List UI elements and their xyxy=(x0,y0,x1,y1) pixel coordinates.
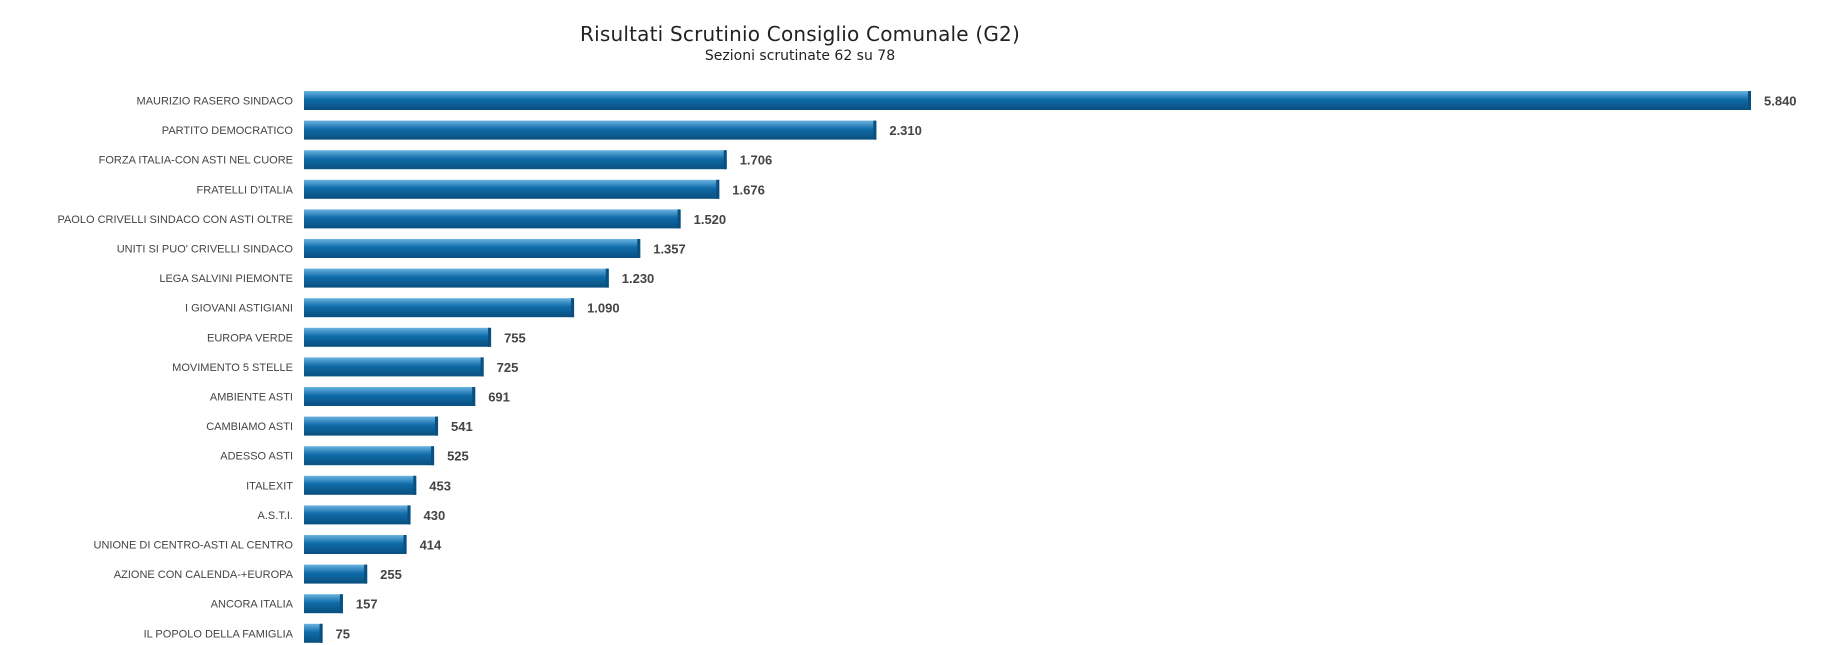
bar-edge xyxy=(571,298,575,318)
bars-layer: MAURIZIO RASERO SINDACO 5.840 PARTITO DEMO… xyxy=(57,91,1797,643)
category-label: I GIOVANI ASTIGIANI xyxy=(185,303,293,315)
bar xyxy=(304,357,484,377)
value-label: 725 xyxy=(497,360,519,375)
bar-edge xyxy=(677,209,681,229)
category-label: MOVIMENTO 5 STELLE xyxy=(172,362,293,374)
category-label: ADESSO ASTI xyxy=(220,451,293,463)
value-label: 157 xyxy=(356,597,378,612)
bar xyxy=(304,327,492,347)
value-label: 1.090 xyxy=(587,301,620,316)
value-label: 255 xyxy=(380,567,402,582)
bar-edge xyxy=(319,623,323,643)
bar xyxy=(304,91,1751,110)
value-label: 1.230 xyxy=(622,271,655,286)
bar xyxy=(304,594,343,614)
bar-edge xyxy=(605,268,609,288)
category-label: LEGA SALVINI PIEMONTE xyxy=(159,273,293,285)
chart-subtitle: Sezioni scrutinate 62 su 78 xyxy=(704,48,896,64)
value-label: 541 xyxy=(451,419,473,434)
value-label: 1.520 xyxy=(694,212,727,227)
value-label: 75 xyxy=(336,626,350,641)
category-label: CAMBIAMO ASTI xyxy=(206,421,293,433)
bar-edge xyxy=(413,475,417,495)
category-label: ANCORA ITALIA xyxy=(211,599,294,611)
bar-edge xyxy=(488,327,492,347)
bar xyxy=(304,564,368,584)
chart-title: Risultati Scrutinio Consiglio Comunale (… xyxy=(580,22,1020,46)
value-label: 525 xyxy=(447,449,469,464)
bar xyxy=(304,387,476,406)
value-label: 414 xyxy=(420,538,442,553)
value-label: 1.357 xyxy=(653,242,686,257)
bar-edge xyxy=(431,446,435,466)
value-label: 755 xyxy=(504,330,526,345)
value-label: 2.310 xyxy=(889,123,922,138)
bar xyxy=(304,416,439,436)
category-label: UNITI SI PUO' CRIVELLI SINDACO xyxy=(117,244,294,256)
bar-edge xyxy=(435,416,439,436)
bar-edge xyxy=(1748,91,1751,110)
category-label: A.S.T.I. xyxy=(258,510,293,522)
bar-edge xyxy=(637,239,641,258)
bar-edge xyxy=(472,387,476,406)
bar xyxy=(304,505,411,525)
category-label: IL POPOLO DELLA FAMIGLIA xyxy=(144,628,294,640)
category-label: ITALEXIT xyxy=(246,480,293,492)
bar-edge xyxy=(403,535,407,554)
value-label: 5.840 xyxy=(1764,94,1797,109)
bar xyxy=(304,209,681,229)
bar-edge xyxy=(480,357,484,377)
value-label: 1.706 xyxy=(740,153,773,168)
bar xyxy=(304,179,720,199)
bar xyxy=(304,120,877,140)
category-label: AZIONE CON CALENDA-+EUROPA xyxy=(114,569,294,581)
value-label: 691 xyxy=(488,390,510,405)
bar xyxy=(304,446,435,466)
value-label: 430 xyxy=(424,508,446,523)
bar xyxy=(304,268,609,288)
bar-edge xyxy=(723,150,727,170)
bar xyxy=(304,475,417,495)
category-label: AMBIENTE ASTI xyxy=(210,392,293,404)
category-label: FORZA ITALIA-CON ASTI NEL CUORE xyxy=(99,155,293,167)
bar-edge xyxy=(339,594,343,614)
bar-edge xyxy=(873,120,877,140)
category-label: FRATELLI D'ITALIA xyxy=(197,184,294,196)
bar-edge xyxy=(716,179,720,199)
bar xyxy=(304,535,407,554)
category-label: EUROPA VERDE xyxy=(207,332,293,344)
category-label: UNIONE DI CENTRO-ASTI AL CENTRO xyxy=(94,540,294,552)
value-label: 453 xyxy=(429,478,451,493)
category-label: PAOLO CRIVELLI SINDACO CON ASTI OLTRE xyxy=(57,214,293,226)
value-label: 1.676 xyxy=(732,182,765,197)
bar xyxy=(304,239,641,258)
bar xyxy=(304,298,575,318)
bar-edge xyxy=(364,564,368,584)
bar xyxy=(304,623,323,643)
bar-edge xyxy=(407,505,411,525)
bar xyxy=(304,150,727,170)
category-label: PARTITO DEMOCRATICO xyxy=(162,125,294,137)
category-label: MAURIZIO RASERO SINDACO xyxy=(137,96,294,108)
